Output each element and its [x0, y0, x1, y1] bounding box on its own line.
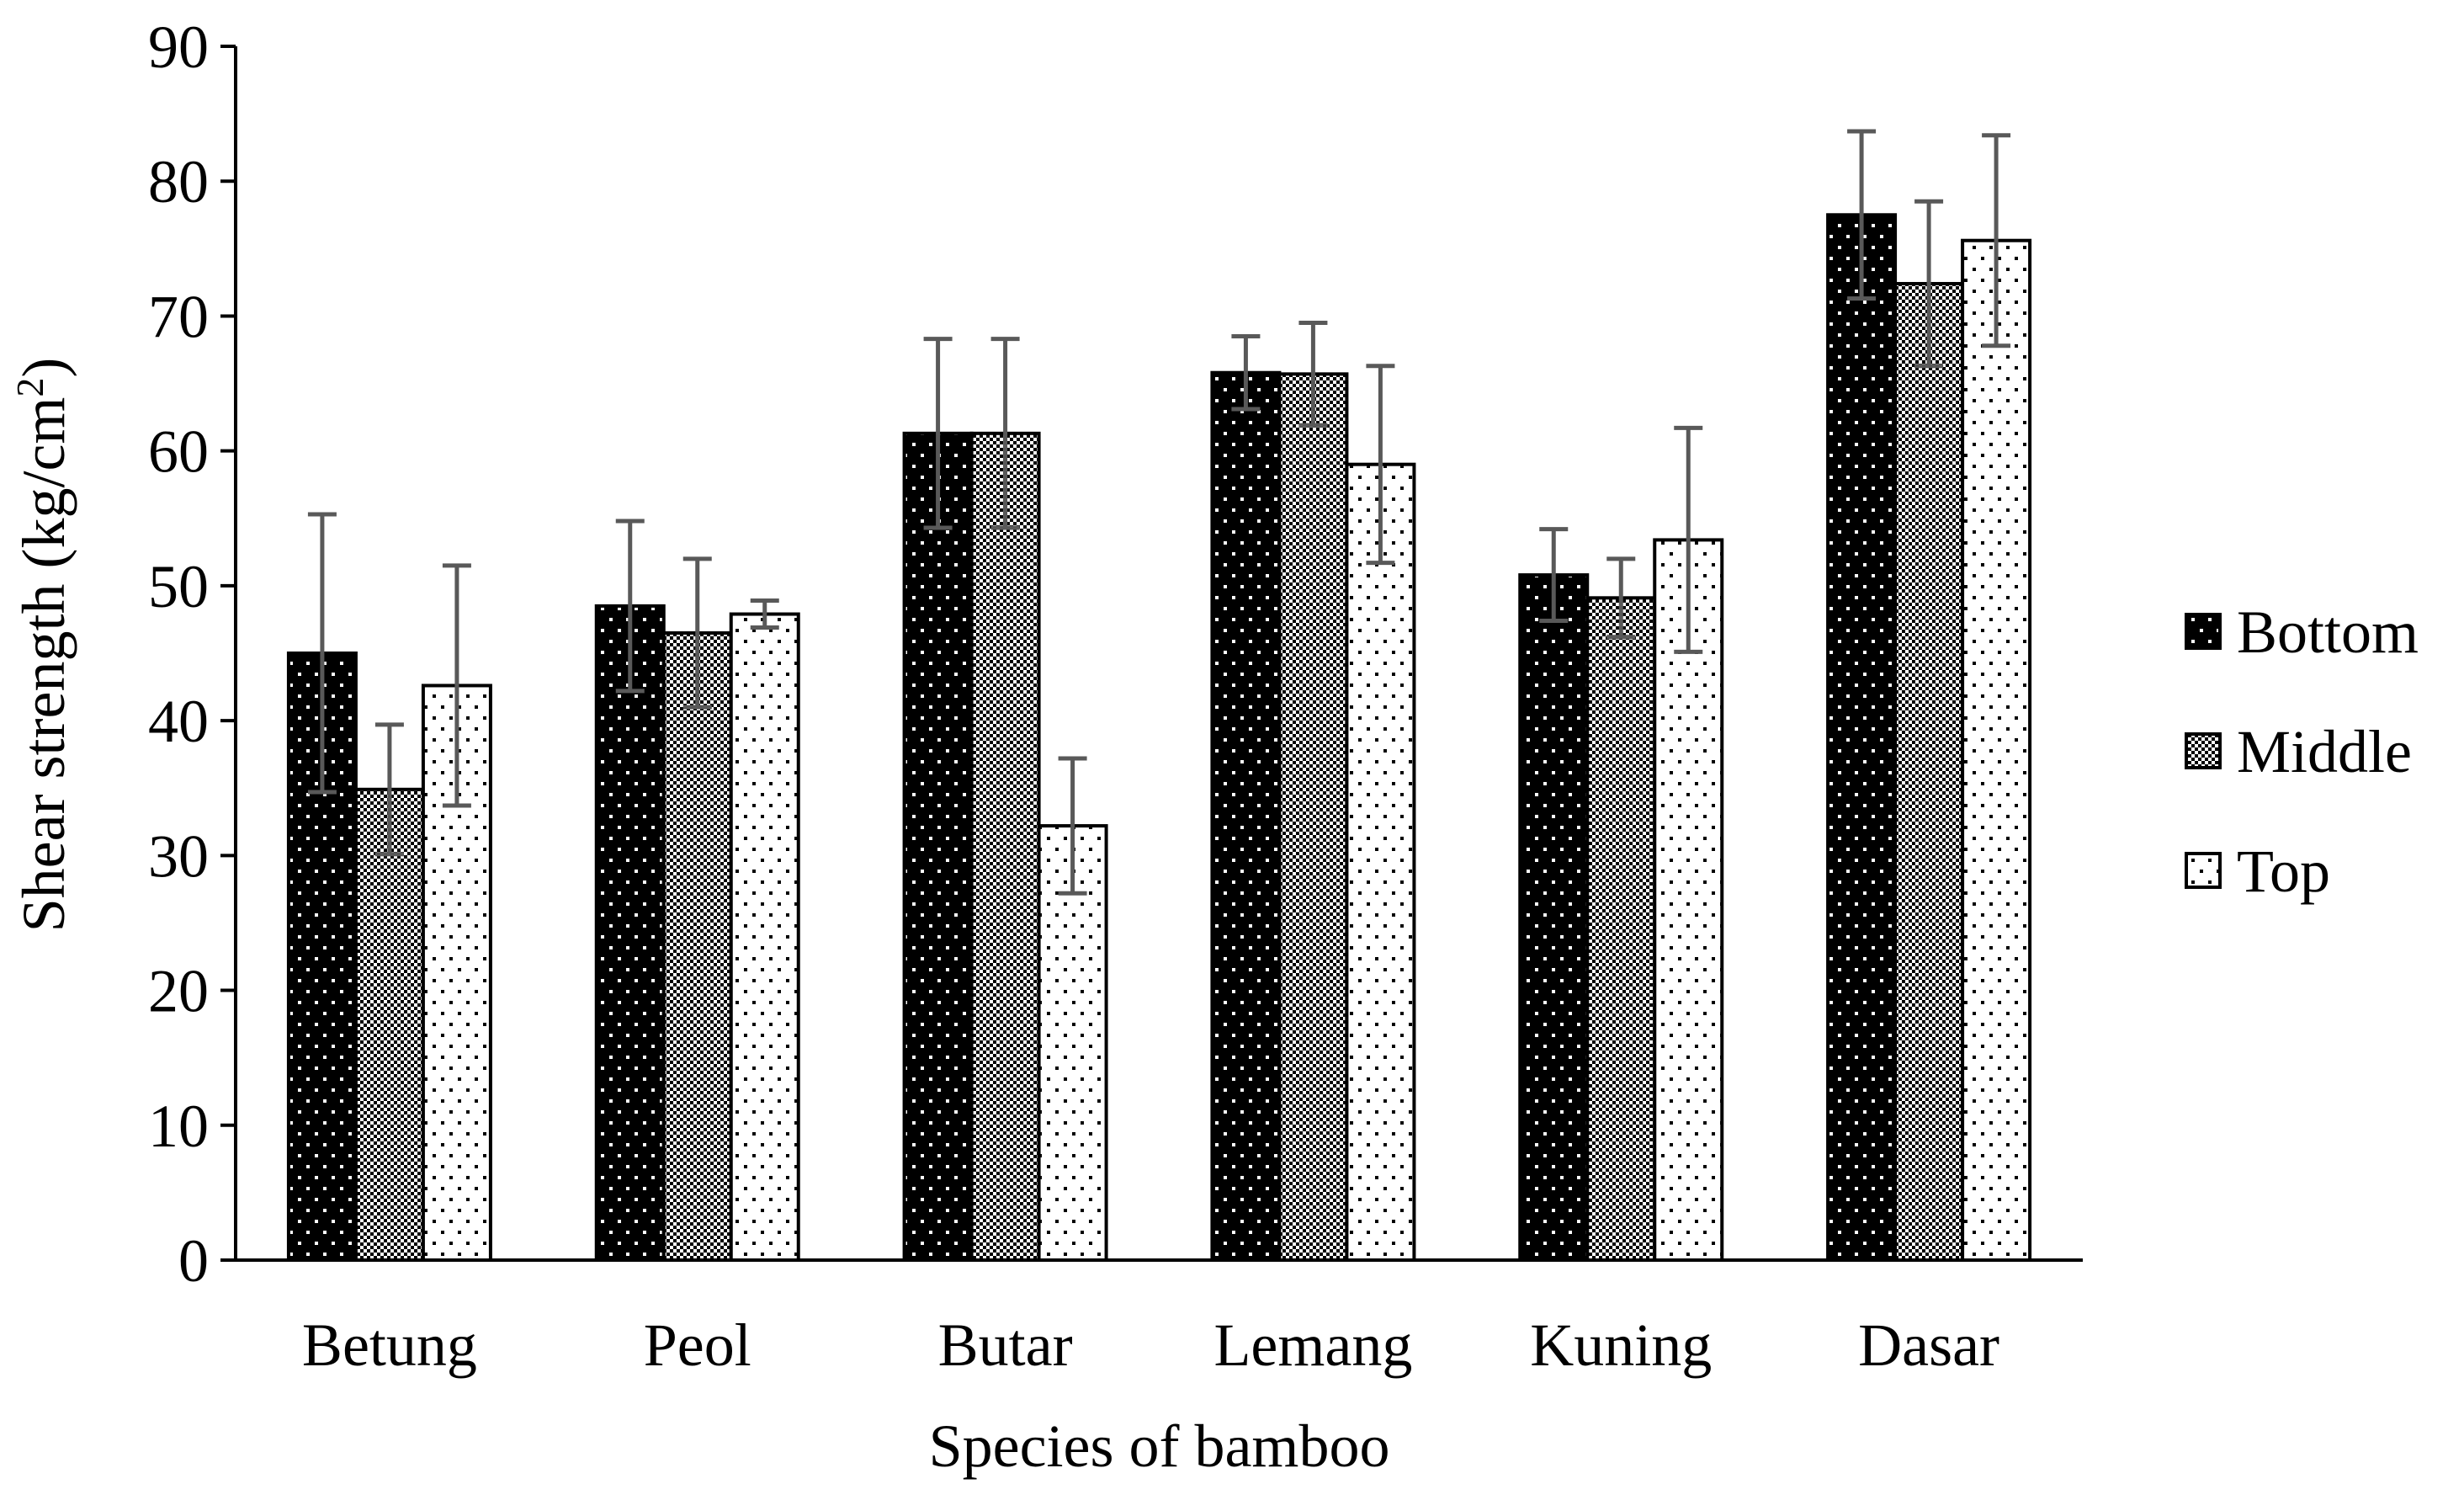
bar-middle-lemang [1277, 372, 1349, 1263]
legend-item-top: Top [2185, 838, 2330, 905]
bars [286, 213, 2032, 1263]
bar-middle-dasar [1893, 281, 1965, 1263]
bar-bottom-peol [594, 604, 666, 1262]
bar-top-peol [729, 612, 800, 1262]
y-tick-label-50: 50 [148, 553, 209, 620]
error-bar-middle-betung [374, 722, 404, 857]
axis-labels: 0 10 20 30 40 50 60 70 80 90 Betung Peol Butar Lemang… [8, 13, 2000, 1480]
error-bar-top-betung [442, 563, 471, 808]
error-bar-top-peol [750, 598, 779, 630]
legend-label-middle: Middle [2237, 718, 2412, 785]
y-tick-label-10: 10 [148, 1093, 209, 1160]
bar-bottom-lemang [1210, 370, 1282, 1262]
y-tick-label-60: 60 [148, 418, 209, 486]
legend-swatch-top [2185, 852, 2222, 889]
bar-middle-kuning [1585, 596, 1657, 1262]
error-bar-bottom-betung [307, 512, 337, 795]
error-bar-top-butar [1058, 756, 1087, 896]
x-axis-title: Species of bamboo [929, 1412, 1390, 1480]
x-tick-label-kuning: Kuning [1530, 1311, 1712, 1379]
x-tick-label-betung: Betung [302, 1311, 477, 1379]
error-bar-bottom-peol [615, 519, 645, 694]
x-tick-label-lemang: Lemang [1213, 1311, 1412, 1379]
legend-swatch-bottom [2185, 613, 2222, 650]
error-bars [307, 129, 2011, 896]
error-bar-top-kuning [1674, 425, 1703, 654]
legend-swatch-middle [2185, 732, 2222, 769]
x-tick-label-dasar: Dasar [1858, 1311, 1999, 1379]
y-tick-label-80: 80 [148, 148, 209, 215]
y-axis-title: Shear strength (kg/cm2) [8, 358, 78, 933]
bar-top-dasar [1961, 238, 2032, 1263]
legend-item-bottom: Bottom [2185, 598, 2419, 666]
legend-item-middle: Middle [2185, 718, 2412, 785]
x-tick-label-butar: Butar [938, 1311, 1073, 1379]
legend-label-bottom: Bottom [2237, 598, 2419, 666]
error-bar-middle-peol [682, 556, 712, 710]
bar-bottom-kuning [1518, 573, 1590, 1262]
bar-bottom-butar [902, 431, 974, 1262]
y-tick-label-0: 0 [178, 1227, 209, 1295]
bar-top-lemang [1345, 462, 1416, 1262]
error-bar-bottom-dasar [1847, 129, 1877, 301]
bar-bottom-dasar [1826, 213, 1898, 1262]
y-tick-label-30: 30 [148, 822, 209, 890]
error-bar-middle-lemang [1298, 320, 1328, 428]
bar-middle-betung [353, 787, 425, 1262]
error-bar-middle-butar [990, 337, 1020, 530]
error-bar-top-lemang [1366, 364, 1395, 566]
error-bar-middle-kuning [1606, 556, 1636, 640]
error-bar-top-dasar [1982, 133, 2011, 348]
y-tick-label-90: 90 [148, 13, 209, 81]
legend: Bottom Middle Top [2185, 598, 2419, 905]
bar-middle-butar [969, 431, 1041, 1262]
y-tick-label-40: 40 [148, 688, 209, 755]
axes [220, 45, 2083, 1262]
y-tick-label-70: 70 [148, 283, 209, 350]
error-bar-bottom-kuning [1539, 527, 1569, 624]
bar-middle-peol [661, 630, 733, 1262]
bar-top-kuning [1653, 538, 1724, 1262]
error-bar-bottom-butar [923, 337, 953, 530]
error-bar-bottom-lemang [1231, 333, 1261, 412]
legend-label-top: Top [2237, 838, 2330, 905]
y-tick-label-20: 20 [148, 958, 209, 1025]
x-tick-label-peol: Peol [644, 1311, 751, 1379]
error-bar-middle-dasar [1914, 199, 1944, 369]
